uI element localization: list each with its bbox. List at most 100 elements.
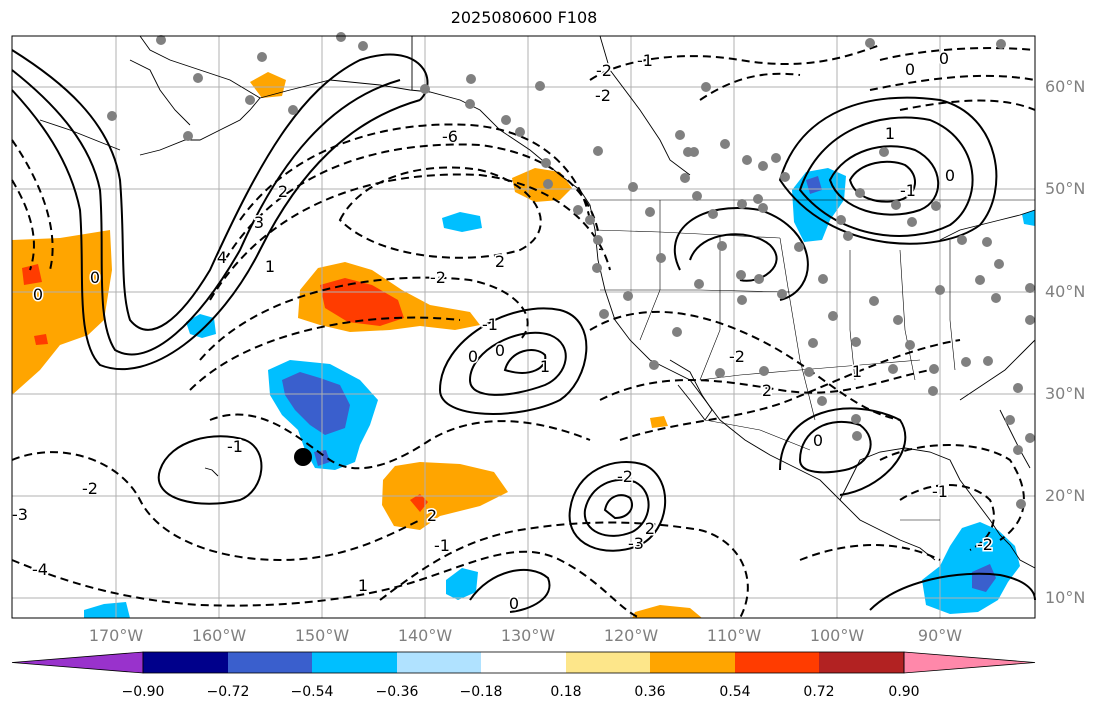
contour-label: 2 xyxy=(762,381,772,400)
contour-label: -1 xyxy=(482,315,498,334)
map-title: 2025080600 F108 xyxy=(450,8,598,27)
contour-label: 1 xyxy=(358,576,368,595)
contours-negative xyxy=(11,44,1036,619)
colorbar-tick-label: −0.72 xyxy=(206,684,250,700)
colorbar-segment xyxy=(481,652,566,673)
anomaly-patch xyxy=(186,314,216,338)
contour-label: 0 xyxy=(90,268,100,287)
contour-label: 2 xyxy=(278,182,288,201)
lon-label: 90°W xyxy=(917,626,963,645)
anomaly-patch xyxy=(84,602,130,618)
contour-label: 0 xyxy=(33,285,43,304)
contour-label: 2 xyxy=(495,252,505,271)
colorbar-segment xyxy=(566,652,650,673)
anomaly-patch xyxy=(442,212,482,232)
colorbar-segment xyxy=(650,652,735,673)
lat-label: 60°N xyxy=(1045,77,1086,96)
colorbar-tick-label: 0.90 xyxy=(888,684,920,700)
lat-label: 20°N xyxy=(1045,486,1086,505)
lat-label: 30°N xyxy=(1045,384,1086,403)
lon-label: 110°W xyxy=(706,626,762,645)
contours-positive xyxy=(11,49,1036,613)
anomaly-patch xyxy=(34,334,48,345)
contour-label: 1 xyxy=(540,357,550,376)
colorbar-extend-min xyxy=(11,651,144,674)
colorbar-segment xyxy=(397,652,481,673)
station-markers xyxy=(107,32,1035,509)
map-frame xyxy=(11,35,1036,619)
lat-label: 10°N xyxy=(1045,588,1086,607)
state-borders xyxy=(590,199,1035,521)
contour-label: 0 xyxy=(509,594,519,613)
colorbar-tick-label: −0.90 xyxy=(121,684,165,700)
contour-label: 0 xyxy=(468,347,478,366)
colorbar-outline xyxy=(142,651,905,674)
contour-label: -1 xyxy=(434,536,450,555)
colorbar-tick-label: 0.36 xyxy=(634,684,666,700)
contour-label: 0 xyxy=(939,49,949,68)
contour-label: 2 xyxy=(427,506,437,525)
colorbar-tick-label: −0.36 xyxy=(375,684,419,700)
anomaly-patch xyxy=(410,494,428,512)
contour-label: 0 xyxy=(945,166,955,185)
colorbar-segment xyxy=(819,652,904,673)
colorbar-tick-label: −0.54 xyxy=(290,684,334,700)
contour-label: -2 xyxy=(729,347,745,366)
colorbar-segment xyxy=(735,652,819,673)
anomaly-patch xyxy=(446,568,478,600)
contour-label: 3 xyxy=(254,213,264,232)
colorbar-tick-label: 0.72 xyxy=(803,684,835,700)
lon-label: 160°W xyxy=(191,626,247,645)
lon-label: 170°W xyxy=(88,626,144,645)
colorbar-tick-label: −0.18 xyxy=(459,684,503,700)
graticule xyxy=(12,36,1035,618)
contour-label: 1 xyxy=(852,362,862,381)
contour-label: 1 xyxy=(265,257,275,276)
lon-label: 120°W xyxy=(603,626,659,645)
lat-label: 40°N xyxy=(1045,282,1086,301)
contour-label: -1 xyxy=(932,482,948,501)
contour-label: 0 xyxy=(495,341,505,360)
anomaly-patch xyxy=(922,522,1020,614)
contour-label: 4 xyxy=(217,248,227,267)
anomaly-patch xyxy=(1022,210,1035,226)
colorbar-segment xyxy=(312,652,397,673)
contour-label: -1 xyxy=(637,51,653,70)
colorbar xyxy=(11,651,1036,674)
contour-label: -2 xyxy=(82,479,98,498)
contour-label: -2 xyxy=(430,268,446,287)
lon-label: 130°W xyxy=(500,626,556,645)
anomaly-shading xyxy=(12,72,1035,618)
contour-label: -4 xyxy=(32,560,48,579)
anomaly-patch xyxy=(22,264,42,285)
lat-label: 50°N xyxy=(1045,179,1086,198)
contour-label: -1 xyxy=(228,437,244,456)
contour-label: 2 xyxy=(645,519,655,538)
contour-label: -1 xyxy=(227,437,243,456)
anomaly-patch xyxy=(320,278,404,326)
anomaly-patch xyxy=(282,372,350,435)
contour-label: 1 xyxy=(885,124,895,143)
contour-label: -2 xyxy=(617,467,633,486)
contour-label: -2 xyxy=(977,535,993,554)
contour-label: -2 xyxy=(595,86,611,105)
contour-label: 0 xyxy=(905,60,915,79)
colorbar-extend-max xyxy=(903,651,1036,674)
anomaly-patch xyxy=(632,605,702,618)
storm-position-marker xyxy=(294,448,312,466)
colorbar-tick-label: 0.18 xyxy=(550,684,582,700)
anomaly-patch xyxy=(972,564,996,592)
lon-label: 150°W xyxy=(294,626,350,645)
anomaly-patch xyxy=(650,416,668,428)
anomaly-patch xyxy=(250,72,286,98)
contour-label: -1 xyxy=(900,181,916,200)
lon-label: 100°W xyxy=(809,626,865,645)
contour-label: -3 xyxy=(628,534,644,553)
colorbar-tick-label: 0.54 xyxy=(719,684,751,700)
colorbar-segment xyxy=(228,652,312,673)
contour-label: -2 xyxy=(596,61,612,80)
contour-label: 0 xyxy=(813,431,823,450)
contour-label: -3 xyxy=(12,505,28,524)
